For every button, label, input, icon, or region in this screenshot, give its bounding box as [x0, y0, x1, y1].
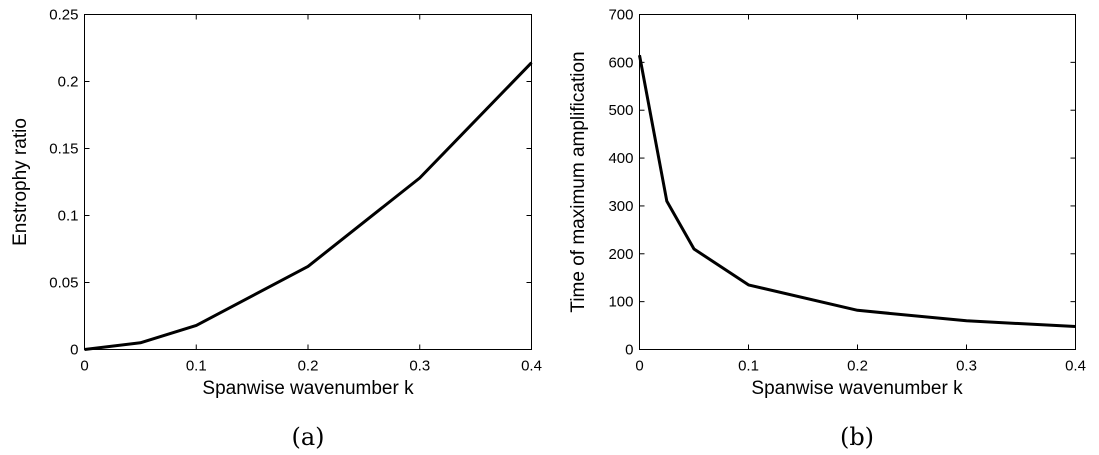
chart-a-y-tick-label: 0.2 — [58, 74, 79, 91]
chart-b-x-tick-label: 0.1 — [738, 358, 759, 375]
chart-a-y-tick-label: 0.1 — [58, 208, 79, 225]
chart-a-y-tick-label: 0.15 — [49, 141, 78, 158]
chart-b-x-tick-label: 0.4 — [1065, 358, 1086, 375]
chart-a-x-tick-label: 0.3 — [409, 358, 430, 375]
chart-a-x-tick-label: 0 — [80, 358, 88, 375]
chart-a-y-axis-title: Enstrophy ratio — [10, 118, 31, 246]
chart-b-y-tick-label: 200 — [608, 246, 633, 263]
chart-a-series-line — [84, 61, 533, 351]
chart-b-x-axis-title: Spanwise wavenumber k — [751, 378, 963, 399]
chart-b-y-tick-label: 500 — [608, 102, 633, 119]
chart-b-y-axis-title: Time of maximum amplification — [568, 51, 589, 312]
chart-b-series-line — [638, 54, 1076, 328]
chart-b-x-tick-label: 0 — [635, 358, 643, 375]
chart-b-plot-frame — [639, 14, 1076, 350]
chart-b: 0 0.1 0.2 0.3 0.4 0 100 200 300 400 500 600 700 Spa… — [568, 7, 1086, 452]
chart-b-y-ticks: 0 100 200 300 400 500 600 700 — [608, 7, 1076, 359]
chart-a-x-tick-label: 0.2 — [298, 358, 319, 375]
chart-a: 0 0.1 0.2 0.3 0.4 0 0.05 0.1 0.15 0.2 0.25 Spanwi… — [10, 7, 542, 452]
chart-a-y-tick-label: 0.05 — [49, 275, 78, 292]
chart-a-x-tick-label: 0.1 — [186, 358, 207, 375]
chart-b-x-tick-label: 0.2 — [847, 358, 868, 375]
chart-b-y-tick-label: 0 — [625, 342, 633, 359]
chart-b-x-tick-label: 0.3 — [956, 358, 977, 375]
chart-a-y-tick-label: 0 — [70, 342, 78, 359]
chart-b-y-tick-label: 100 — [608, 294, 633, 311]
chart-b-series — [638, 54, 1076, 328]
chart-b-y-tick-label: 300 — [608, 198, 633, 215]
chart-b-y-tick-label: 600 — [608, 54, 633, 71]
chart-b-y-tick-label: 700 — [608, 7, 633, 24]
chart-a-series — [84, 61, 533, 351]
chart-b-x-ticks: 0 0.1 0.2 0.3 0.4 — [635, 14, 1086, 375]
chart-b-y-tick-label: 400 — [608, 150, 633, 167]
chart-a-y-ticks: 0 0.05 0.1 0.15 0.2 0.25 — [49, 7, 532, 359]
chart-a-plot-frame — [84, 14, 532, 350]
chart-a-x-axis-title: Spanwise wavenumber k — [202, 378, 414, 399]
chart-b-caption: (b) — [840, 423, 874, 451]
chart-a-x-ticks: 0 0.1 0.2 0.3 0.4 — [80, 14, 542, 375]
chart-a-x-tick-label: 0.4 — [521, 358, 542, 375]
chart-a-y-tick-label: 0.25 — [49, 7, 78, 24]
chart-a-caption: (a) — [291, 423, 324, 451]
